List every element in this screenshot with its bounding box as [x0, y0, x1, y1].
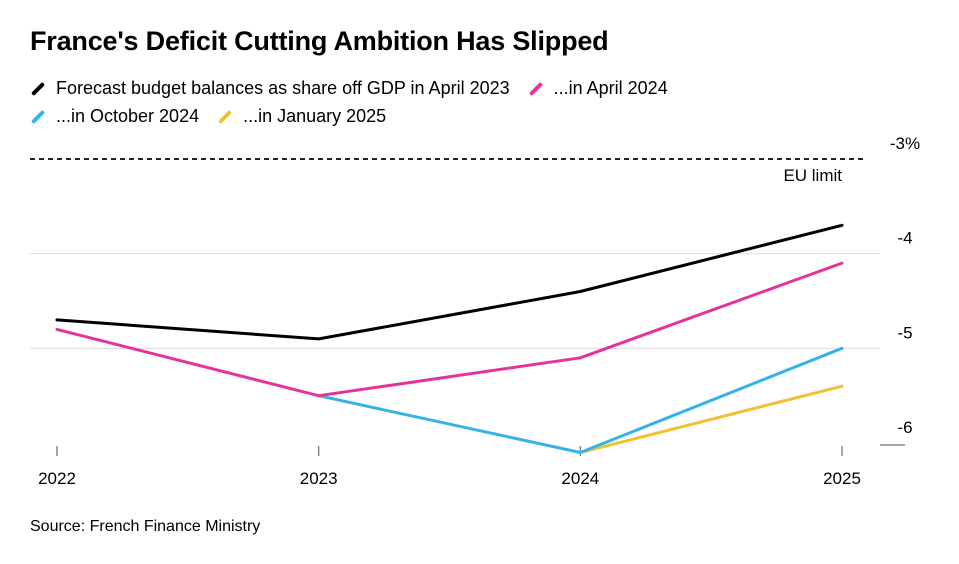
reference-line-label: EU limit [783, 166, 842, 185]
y-tick-label: -4 [897, 229, 912, 248]
series-line [317, 346, 844, 454]
series-line [55, 261, 844, 398]
series-line [578, 384, 844, 454]
y-tick-label: -6 [897, 418, 912, 437]
x-tick-label: 2022 [38, 469, 76, 488]
legend-item: Forecast budget balances as share off GD… [30, 78, 510, 99]
y-tick-label: -5 [897, 323, 912, 342]
chart-title: France's Deficit Cutting Ambition Has Sl… [30, 26, 609, 56]
x-tick-label: 2023 [300, 469, 338, 488]
x-tick-label: 2024 [561, 469, 599, 488]
x-tick-label: 2025 [823, 469, 861, 488]
series-line [55, 223, 844, 341]
legend-item: ...in October 2024 [30, 106, 199, 127]
source-note: Source: French Finance Ministry [30, 518, 261, 535]
legend-label: ...in April 2024 [553, 78, 668, 98]
legend-label: ...in January 2025 [243, 106, 387, 126]
legend-item: ...in January 2025 [217, 106, 386, 127]
y-tick-label: -3% [890, 134, 920, 153]
legend-row: Forecast budget balances as share off GD… [30, 78, 686, 99]
legend-row: ...in October 2024 ...in January 2025 [30, 106, 404, 127]
legend-item: ...in April 2024 [528, 78, 668, 99]
legend-label: ...in October 2024 [56, 106, 200, 126]
legend-label: Forecast budget balances as share off GD… [56, 78, 510, 98]
